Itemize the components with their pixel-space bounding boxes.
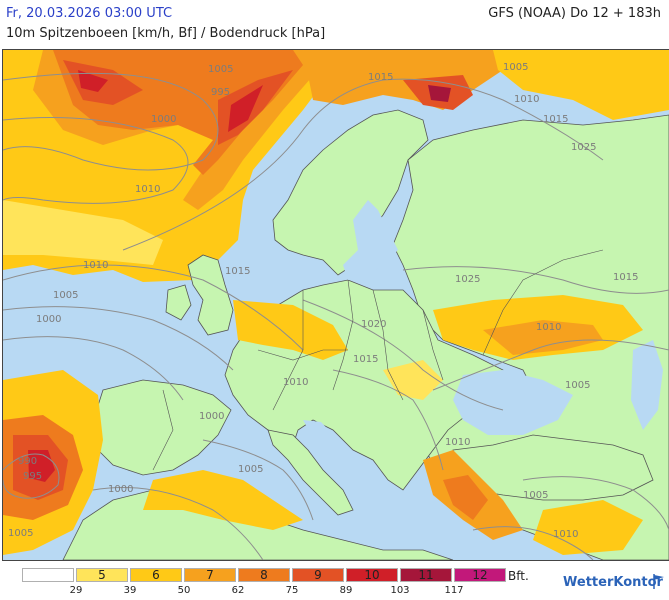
map-title: 10m Spitzenboeen [km/h, Bf] / Bodendruck…	[6, 26, 326, 41]
legend-tick: 117	[444, 585, 464, 596]
isobar-label: 1000	[36, 314, 61, 325]
land-italy	[267, 429, 354, 516]
isobar-label: 995	[211, 87, 230, 98]
legend-bin-6: 6	[130, 568, 182, 582]
isobar-label: 1000	[151, 114, 176, 125]
map-canvas: 1005 995 1000 1010 1015 1005 1010 1015 1…	[3, 50, 669, 560]
legend-tick: 29	[69, 585, 83, 596]
isobar-label: 1005	[238, 464, 263, 475]
caspian-sea	[631, 340, 663, 430]
isobar-label: 1005	[208, 64, 233, 75]
land-scandinavia	[272, 109, 429, 276]
legend-tick: 103	[390, 585, 410, 596]
isobar-label: 1020	[361, 319, 386, 330]
gust-field-levant-bf6	[533, 500, 643, 555]
isobar-label: 1025	[455, 274, 480, 285]
isobar-label: 1010	[514, 94, 539, 105]
legend-tick: 89	[339, 585, 353, 596]
isobar-label: 1010	[83, 260, 108, 271]
legend-bin-9: 9	[292, 568, 344, 582]
isobar-label: 1015	[225, 266, 250, 277]
isobar-label: 995	[23, 471, 42, 482]
isobar-label: 1000	[199, 411, 224, 422]
wind-flag-icon	[653, 574, 664, 589]
legend-bin-5: 5	[76, 568, 128, 582]
gust-field-bf10	[78, 70, 263, 132]
isobar-label: 1015	[368, 72, 393, 83]
legend-tick: 39	[123, 585, 137, 596]
brand-logo[interactable]: WetterKontor	[563, 575, 663, 590]
land-britain	[187, 254, 234, 336]
forecast-date: Fr, 20.03.2026 03:00 UTC	[6, 6, 173, 21]
isobar-label: 1010	[135, 184, 160, 195]
legend-tick: 50	[177, 585, 191, 596]
isobar-labels: 1005 995 1000 1010 1015 1005 1010 1015 1…	[8, 62, 638, 540]
isobar-label: 1005	[53, 290, 78, 301]
gust-field-barents-bf11	[428, 85, 451, 102]
isobar-label: 1005	[565, 380, 590, 391]
baltic-sea	[343, 200, 398, 280]
isobar-label: 1005	[523, 490, 548, 501]
isobar-label: 1010	[536, 322, 561, 333]
isobar-label: 1015	[613, 272, 638, 283]
black-sea	[453, 370, 573, 435]
legend-bin-11: 11	[400, 568, 452, 582]
isobar-label: 1005	[503, 62, 528, 73]
legend-unit: Bft.	[508, 569, 529, 583]
isobar-label: 1010	[553, 529, 578, 540]
adriatic-sea	[303, 420, 358, 480]
isobar-label: 1005	[8, 528, 33, 539]
isobar-label: 1000	[108, 484, 133, 495]
isobar-lines	[3, 72, 669, 560]
weather-map: 1005 995 1000 1010 1015 1005 1010 1015 1…	[2, 49, 669, 561]
isobar-label: 1015	[543, 114, 568, 125]
isobar-label: 1015	[353, 354, 378, 365]
gust-field-mediterranean-bf6	[143, 470, 303, 530]
gust-field-arctic-bf6	[493, 50, 669, 120]
legend-bin-calm	[22, 568, 74, 582]
gust-field-north-atlantic-bf5	[3, 200, 163, 265]
legend-bin-10: 10	[346, 568, 398, 582]
legend-bin-7: 7	[184, 568, 236, 582]
legend-bin-8: 8	[238, 568, 290, 582]
land-ireland	[165, 284, 192, 321]
isobar-label: 1025	[571, 142, 596, 153]
isobar-label: 1010	[445, 437, 470, 448]
isobar-label: 990	[18, 456, 37, 467]
legend-bin-12: 12	[454, 568, 506, 582]
country-borders	[152, 249, 604, 471]
isobar-label: 1010	[283, 377, 308, 388]
gust-field-aegean-bf8	[443, 475, 488, 520]
model-run-label: GFS (NOAA) Do 12 + 183h	[488, 6, 661, 21]
legend-tick: 75	[285, 585, 299, 596]
legend-tick: 62	[231, 585, 245, 596]
gust-field-ukraine-bf7	[483, 320, 603, 355]
bft-legend: 5 6 7 8 9 10 11 12 Bft. 29 39 50 62 75 8…	[22, 568, 542, 598]
